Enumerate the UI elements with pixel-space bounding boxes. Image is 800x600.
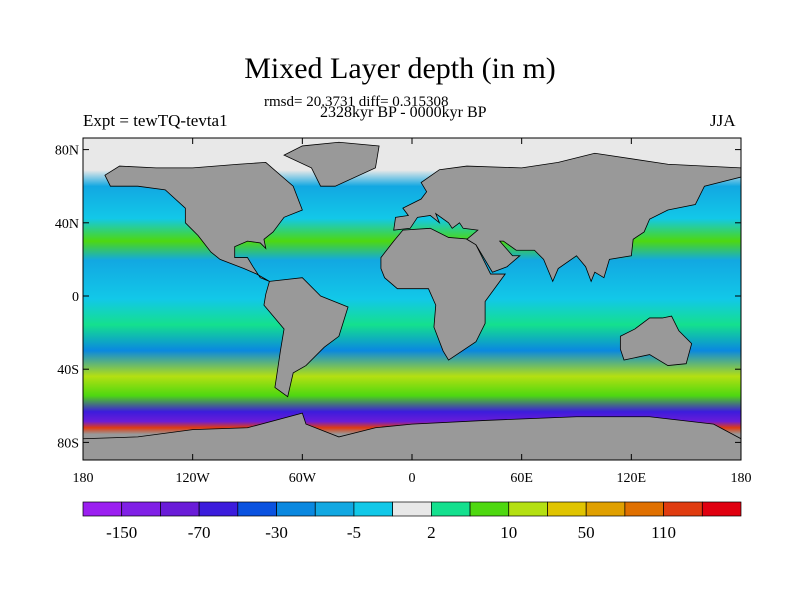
colorbar-box [160, 501, 200, 517]
lat-tick-label: 80N [55, 144, 79, 159]
colorbar-label: 10 [500, 523, 517, 542]
experiment-label: Expt = tewTQ-tevta1 [83, 111, 228, 130]
colorbar-label: -30 [265, 523, 288, 542]
colorbar-box [82, 501, 123, 517]
colorbar-box [469, 501, 510, 517]
stats-subtitle: rmsd= 20.3731 diff= 0.315308 [264, 94, 449, 110]
continent-south-america [263, 277, 349, 398]
lon-tick-label: 120W [176, 471, 211, 486]
continent-greenland [283, 141, 380, 187]
season-label: JJA [710, 111, 736, 130]
lon-tick-label: 0 [409, 471, 416, 486]
colorbar-label: -70 [188, 523, 211, 542]
lon-tick-label: 120E [617, 471, 647, 486]
colorbar-box [701, 501, 742, 517]
colorbar-box [624, 501, 664, 517]
lon-tick-label: 180 [731, 471, 752, 486]
land-layer [83, 141, 741, 460]
plot-title: Mixed Layer depth (in m) [244, 52, 556, 85]
colorbar-box [198, 501, 239, 517]
colorbar-label: -150 [106, 523, 137, 542]
continent-north-america [104, 161, 303, 282]
continent-eurasia [393, 152, 741, 283]
axis-ticks: 80N 40N 0 40S 80S 180 120W 60W 0 60E 120E 180 [55, 138, 752, 486]
lon-tick-label: 180 [73, 471, 94, 486]
colorbar-box [314, 501, 355, 517]
lat-tick-label: 40N [55, 217, 79, 232]
colorbar-box [547, 501, 587, 517]
colorbar-box [121, 501, 161, 517]
continent-africa [380, 227, 507, 361]
colorbar-label: -5 [347, 523, 361, 542]
colorbar-box [663, 501, 703, 517]
colorbar-label: 50 [578, 523, 595, 542]
lon-tick-label: 60E [510, 471, 533, 486]
period-subtitle: 2328kyr BP - 0000kyr BP [320, 104, 487, 121]
continent-antarctica [83, 412, 741, 460]
continent-australia [619, 315, 693, 366]
lat-tick-label: 0 [72, 290, 79, 305]
colorbar-box [276, 501, 316, 517]
lat-tick-label: 80S [57, 436, 79, 451]
lon-tick-label: 60W [289, 471, 317, 486]
colorbar-box [392, 501, 432, 517]
lat-tick-label: 40S [57, 363, 79, 378]
colorbar: -150 -70 -30 -5 2 10 50 110 [82, 501, 742, 542]
colorbar-box [353, 501, 393, 517]
colorbar-label: 110 [651, 523, 676, 542]
colorbar-label: 2 [427, 523, 436, 542]
colorbar-box [431, 501, 471, 517]
colorbar-box [237, 501, 277, 517]
colorbar-box [508, 501, 548, 517]
colorbar-box [585, 501, 626, 517]
